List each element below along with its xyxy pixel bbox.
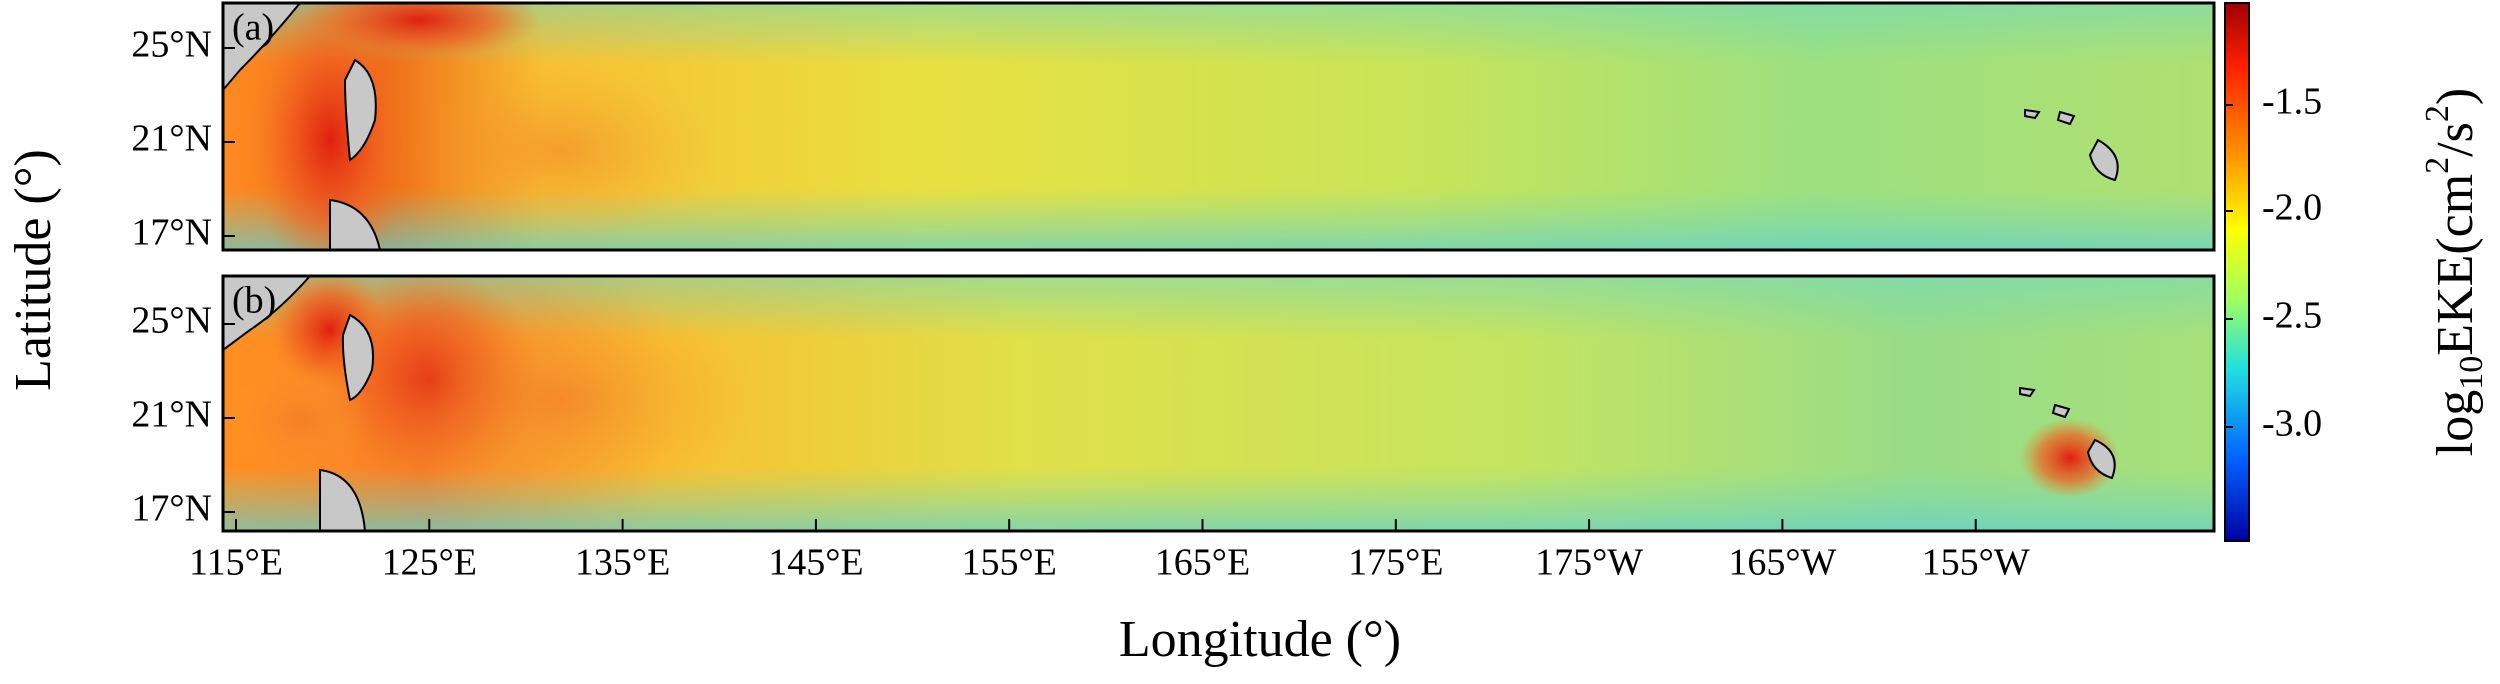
y-tick-label: 25°N — [131, 300, 212, 342]
colorbar-label-part: 2 — [2419, 157, 2456, 174]
panel-a-field — [223, 3, 2214, 250]
panel-label: (a) — [232, 7, 274, 49]
colorbar-label-part: log — [2427, 390, 2484, 456]
x-tick-label: 165°E — [1155, 542, 1250, 584]
colorbar-label-part: ) — [2427, 88, 2484, 105]
colorbar — [2224, 2, 2250, 542]
colorbar-label-part: EKE(cm — [2427, 174, 2484, 356]
panel-b-field — [223, 276, 2214, 531]
x-tick-label: 175°W — [1535, 542, 1643, 584]
y-tick-label: 21°N — [131, 118, 212, 160]
panel-b-frame — [221, 274, 2216, 533]
x-tick-label: 155°W — [1922, 542, 2030, 584]
x-tick-label: 165°W — [1728, 542, 1836, 584]
x-tick-label: 155°E — [961, 542, 1056, 584]
x-tick-label: 125°E — [382, 542, 477, 584]
colorbar-label-part: /s — [2427, 122, 2484, 157]
y-tick-label: 17°N — [131, 488, 212, 530]
x-tick-label: 135°E — [575, 542, 670, 584]
y-tick-label: 25°N — [131, 24, 212, 66]
y-axis-label: Latitude (°) — [5, 149, 62, 391]
colorbar-tick-label: -2.5 — [2262, 295, 2322, 337]
x-axis-label: Longitude (°) — [1119, 611, 1401, 668]
panel-a-frame — [221, 1, 2216, 252]
x-tick-label: 175°E — [1348, 542, 1443, 584]
colorbar-label: log10EKE(cm2/s2) — [2419, 88, 2490, 456]
x-tick-label: 115°E — [189, 542, 283, 584]
panel-label: (b) — [232, 280, 276, 322]
x-tick-label: 145°E — [768, 542, 863, 584]
colorbar-tick-label: -3.0 — [2262, 403, 2322, 445]
colorbar-tick-label: -2.0 — [2262, 187, 2322, 229]
colorbar-label-part: 2 — [2419, 105, 2456, 122]
colorbar-tick-label: -1.5 — [2262, 81, 2322, 123]
y-tick-label: 21°N — [131, 394, 212, 436]
colorbar-label-part: 10 — [2453, 356, 2490, 390]
y-tick-label: 17°N — [131, 212, 212, 254]
